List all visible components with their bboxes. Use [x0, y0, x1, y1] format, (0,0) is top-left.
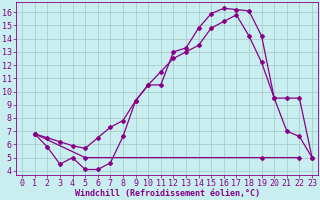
X-axis label: Windchill (Refroidissement éolien,°C): Windchill (Refroidissement éolien,°C) — [75, 189, 260, 198]
